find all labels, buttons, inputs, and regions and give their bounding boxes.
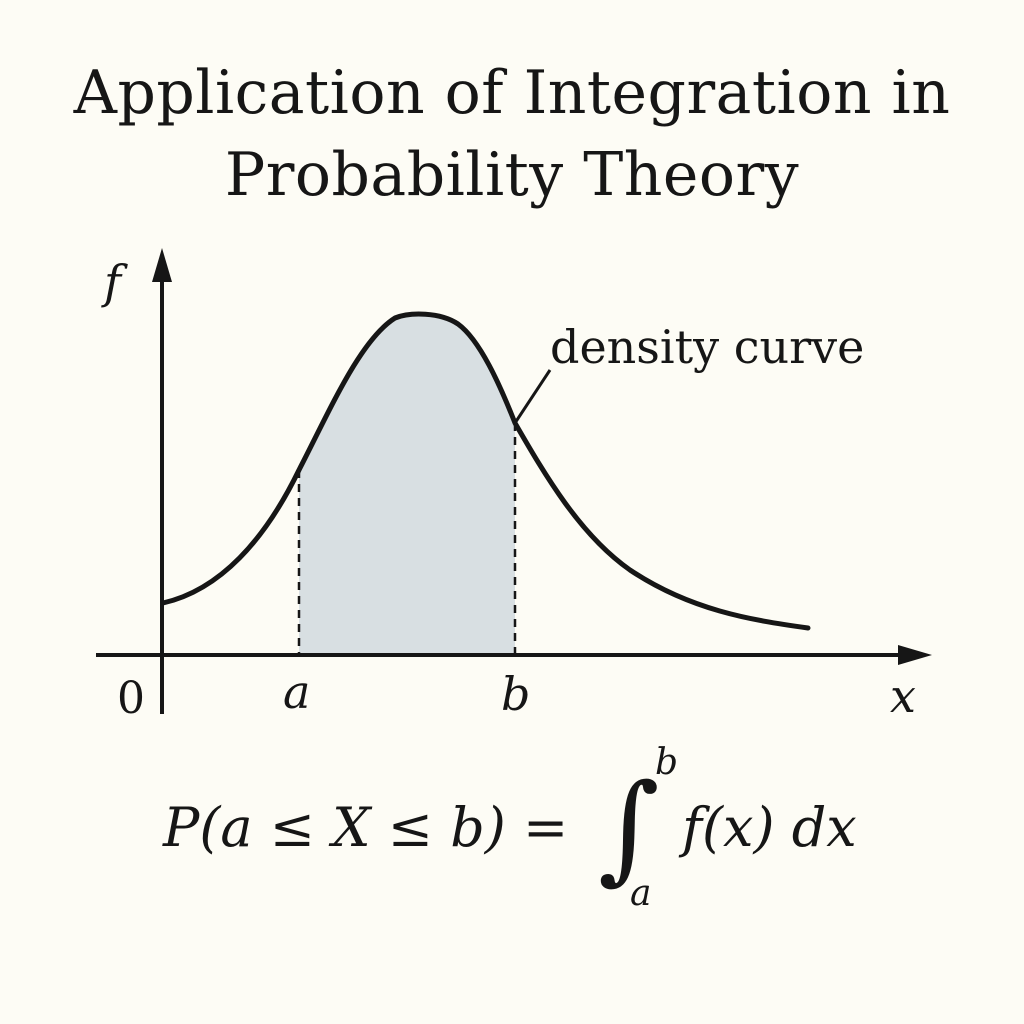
callout-leader-line [513,369,552,424]
upper-bound-label: b [501,667,530,721]
integral-upper-limit: b [655,742,678,783]
formula-lhs: P(a ≤ X ≤ b) = [162,796,568,859]
density-curve-callout: density curve [550,320,864,374]
lower-bound-label: a [283,665,310,719]
density-curve [160,311,811,631]
y-axis-arrowhead [152,248,172,282]
integrand: f(x) dx [678,796,857,859]
origin-label: 0 [117,673,145,724]
x-axis-label: x [890,669,916,723]
title-line-2: Probability Theory [224,140,800,210]
integral-sign: ∫ [598,758,659,896]
shaded-probability-area [299,314,515,655]
title-line-1: Application of Integration in [73,58,951,128]
integral-lower-limit: a [630,873,651,914]
y-axis-label: f [101,255,128,309]
x-axis-arrowhead [898,645,932,665]
page-title: Application of Integration in Probabilit… [0,52,1024,216]
